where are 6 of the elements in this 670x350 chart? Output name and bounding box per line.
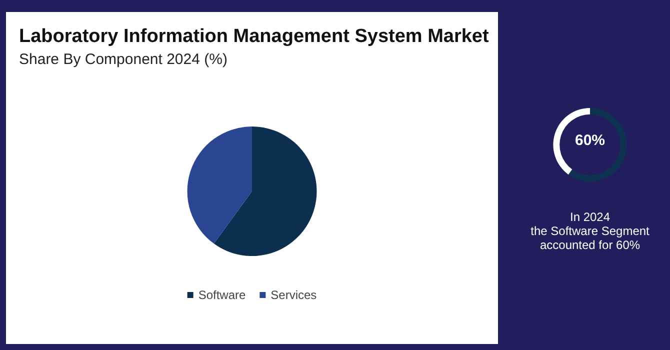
legend-label: Services bbox=[270, 288, 317, 302]
chart-subtitle: Share By Component 2024 (%) bbox=[19, 51, 228, 68]
text: 60% bbox=[574, 132, 606, 149]
text: In 2024 the Software Segment accounted for 60% bbox=[530, 210, 650, 252]
chart-title: Laboratory Information Management System Market bbox=[19, 26, 490, 47]
legend-label: Software bbox=[198, 288, 246, 302]
